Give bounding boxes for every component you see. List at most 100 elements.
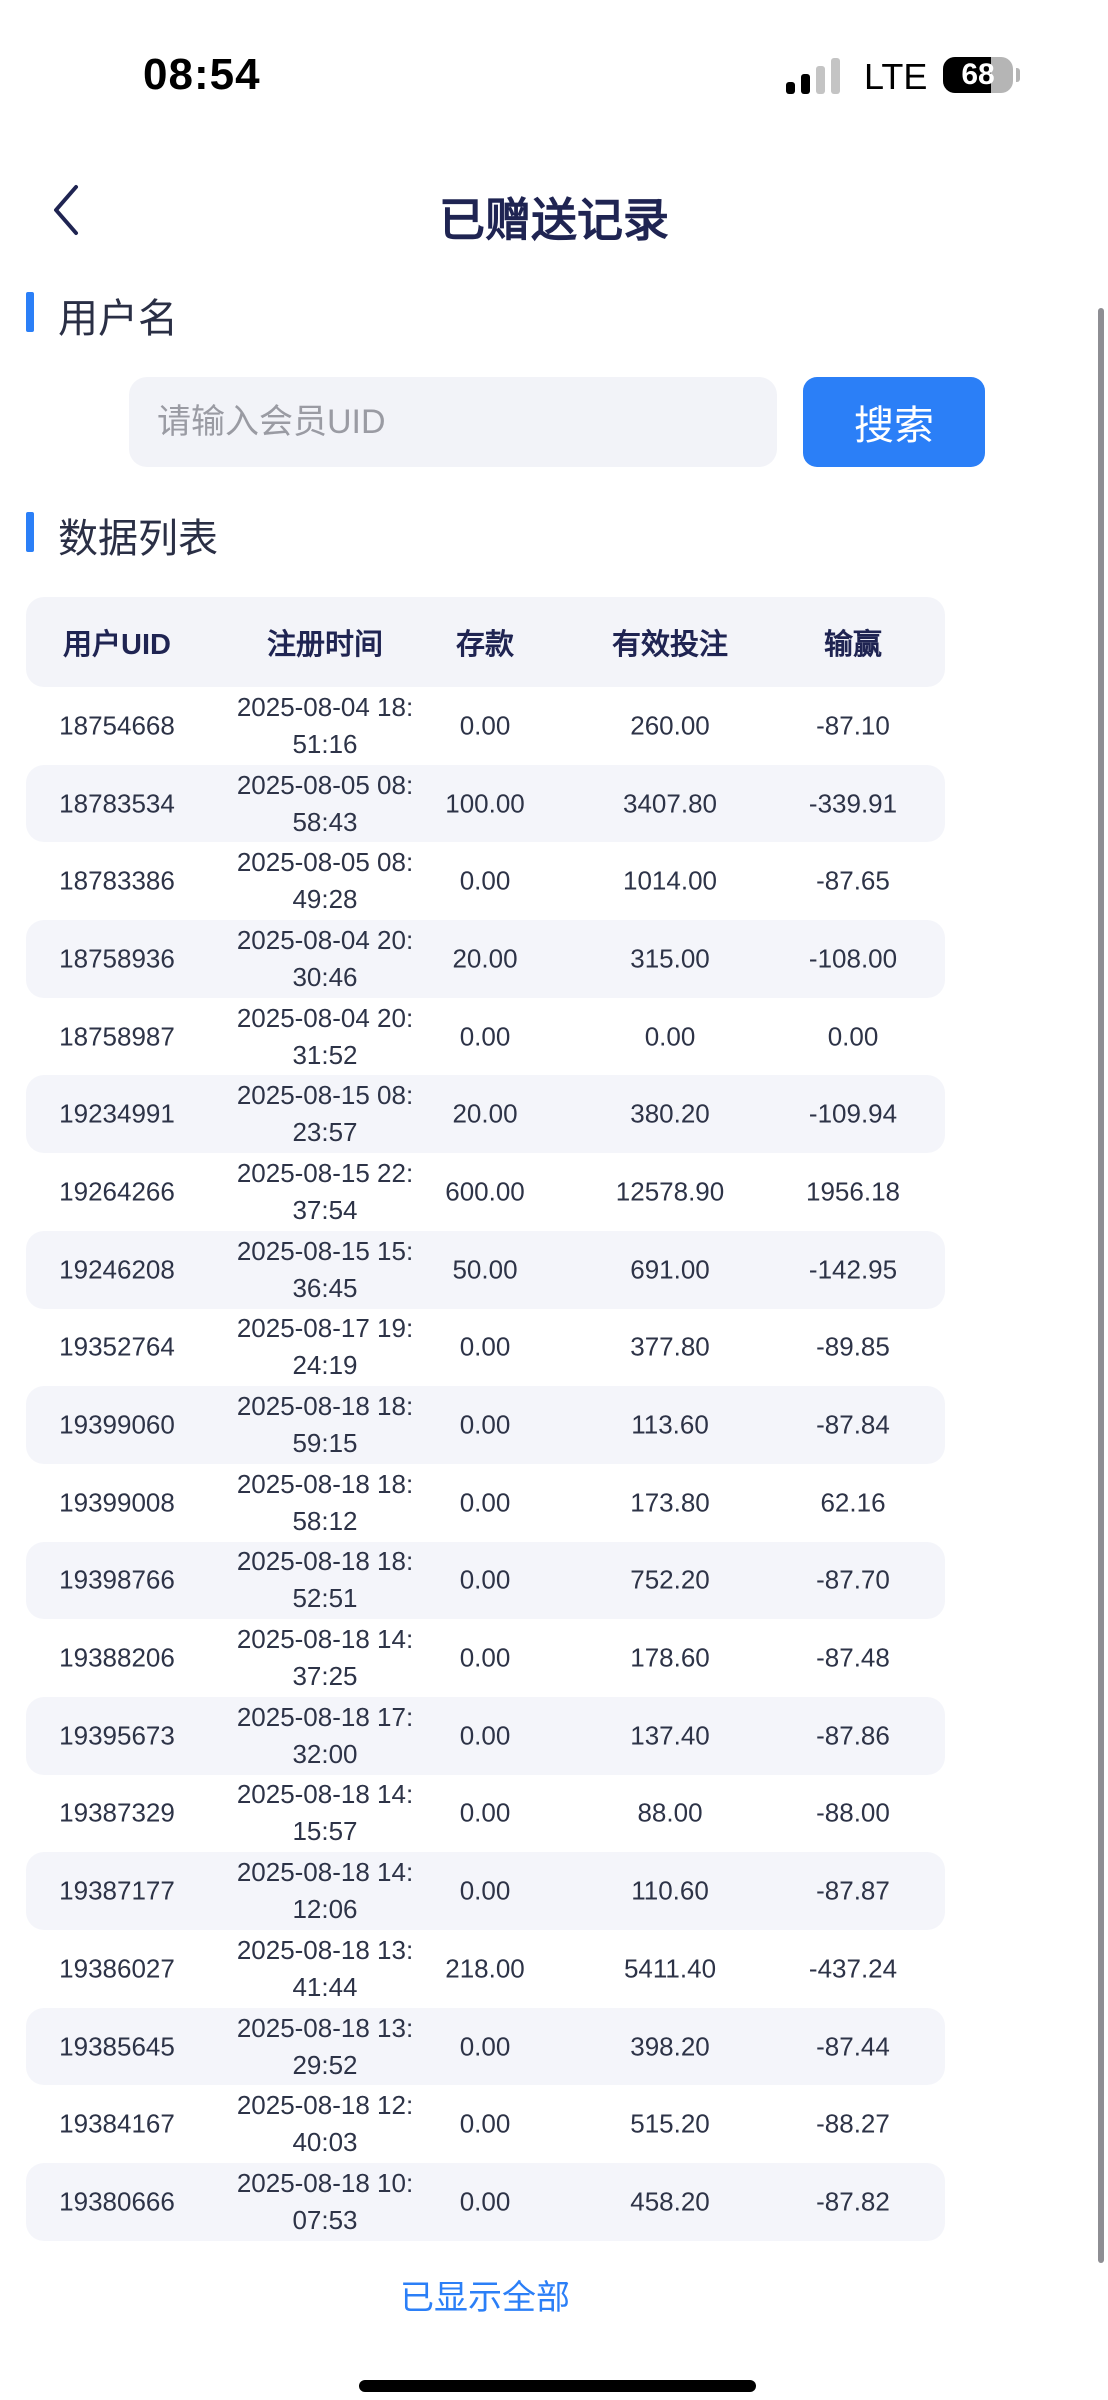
table-row: 19234991 2025-08-15 08:23:57 20.00 380.20 -1…	[26, 1075, 945, 1154]
cell-uid: 18783534	[59, 788, 175, 819]
home-indicator[interactable]	[359, 2380, 756, 2392]
signal-icon	[786, 58, 844, 94]
cell-win-loss: -89.85	[816, 1331, 890, 1362]
table-row: 19246208 2025-08-15 15:36:45 50.00 691.00 -1…	[26, 1230, 945, 1309]
cell-valid-bet: 380.20	[630, 1098, 710, 1129]
table-row: 18754668 2025-08-04 18:51:16 0.00 260.00 -87…	[26, 687, 945, 765]
cell-valid-bet: 110.60	[631, 1875, 709, 1906]
cell-win-loss: 1956.18	[806, 1176, 900, 1207]
cell-uid: 19387177	[59, 1875, 175, 1906]
battery-icon: 68	[943, 57, 1013, 93]
cell-uid: 19384167	[59, 2108, 175, 2139]
back-button[interactable]	[48, 184, 84, 236]
cell-register-time: 2025-08-18 18:59:15	[236, 1391, 414, 1459]
cell-register-time: 2025-08-18 18:58:12	[236, 1468, 414, 1536]
cell-deposit: 50.00	[452, 1254, 518, 1285]
cell-register-time: 2025-08-04 20:30:46	[236, 924, 414, 992]
section-marker	[26, 292, 34, 332]
status-time: 08:54	[143, 50, 261, 99]
table-row: 19352764 2025-08-17 19:24:19 0.00 377.80 -89…	[26, 1309, 945, 1387]
table-row: 19384167 2025-08-18 12:40:03 0.00 515.20 -88…	[26, 2085, 945, 2163]
cell-deposit: 0.00	[459, 1797, 511, 1828]
cell-win-loss: -87.86	[816, 1720, 890, 1751]
table-row: 19399008 2025-08-18 18:58:12 0.00 173.80 62.…	[26, 1464, 945, 1542]
page-title: 已赠送记录	[439, 194, 669, 246]
cell-register-time: 2025-08-18 14:15:57	[236, 1779, 414, 1847]
cell-register-time: 2025-08-15 15:36:45	[236, 1235, 414, 1303]
cell-deposit: 0.00	[459, 1021, 511, 1052]
cell-valid-bet: 178.60	[630, 1642, 710, 1673]
cell-deposit: 20.00	[452, 943, 518, 974]
cell-deposit: 600.00	[445, 1176, 525, 1207]
cell-uid: 19352764	[59, 1331, 175, 1362]
cell-uid: 19246208	[59, 1254, 175, 1285]
column-header-valid-bet: 有效投注	[611, 629, 729, 661]
cell-win-loss: 0.00	[827, 1021, 879, 1052]
cell-register-time: 2025-08-05 08:49:28	[236, 847, 414, 915]
column-header-deposit: 存款	[455, 629, 515, 661]
table-row: 19387177 2025-08-18 14:12:06 0.00 110.60 -87…	[26, 1852, 945, 1930]
table-row: 18758987 2025-08-04 20:31:52 0.00 0.00 0.00	[26, 998, 945, 1076]
cell-uid: 19388206	[59, 1642, 175, 1673]
cell-register-time: 2025-08-18 17:32:00	[236, 1701, 414, 1769]
column-header-win-loss: 输赢	[823, 629, 883, 661]
table-row: 18783386 2025-08-05 08:49:28 0.00 1014.00 -8…	[26, 842, 945, 920]
cell-valid-bet: 691.00	[630, 1254, 710, 1285]
cell-register-time: 2025-08-15 22:37:54	[236, 1157, 414, 1225]
cell-uid: 19264266	[59, 1176, 175, 1207]
cell-uid: 19395673	[59, 1720, 175, 1751]
search-button[interactable]: 搜索	[803, 377, 985, 467]
cell-uid: 18758936	[59, 943, 175, 974]
cell-valid-bet: 173.80	[630, 1487, 710, 1518]
cell-uid: 19398766	[59, 1564, 175, 1595]
cell-win-loss: -339.91	[808, 788, 898, 819]
cell-register-time: 2025-08-04 20:31:52	[236, 1002, 414, 1070]
cell-win-loss: -142.95	[808, 1254, 898, 1285]
cell-valid-bet: 752.20	[630, 1564, 710, 1595]
battery-tip	[1016, 68, 1020, 82]
cell-valid-bet: 1014.00	[623, 865, 717, 896]
cell-uid: 19399060	[59, 1409, 175, 1440]
cell-win-loss: -88.00	[816, 1797, 890, 1828]
cell-register-time: 2025-08-18 14:12:06	[236, 1857, 414, 1925]
column-header-register-time: 注册时间	[266, 629, 384, 661]
cell-win-loss: -88.27	[816, 2108, 890, 2139]
cell-valid-bet: 113.60	[631, 1409, 709, 1440]
cell-register-time: 2025-08-18 13:29:52	[236, 2012, 414, 2080]
cell-deposit: 0.00	[459, 2031, 511, 2062]
cell-win-loss: -87.10	[816, 710, 890, 741]
cell-win-loss: -87.70	[816, 1564, 890, 1595]
cell-register-time: 2025-08-18 18:52:51	[236, 1546, 414, 1614]
table-row: 19264266 2025-08-15 22:37:54 600.00 12578.9…	[26, 1153, 945, 1231]
cell-win-loss: -87.82	[816, 2186, 890, 2217]
network-type: LTE	[864, 56, 928, 97]
cell-deposit: 0.00	[459, 1720, 511, 1751]
chevron-left-icon	[54, 185, 78, 235]
cell-deposit: 0.00	[459, 1875, 511, 1906]
cell-valid-bet: 3407.80	[623, 788, 717, 819]
uid-search-input[interactable]	[129, 377, 777, 467]
table-row: 19399060 2025-08-18 18:59:15 0.00 113.60 -87…	[26, 1386, 945, 1464]
table-row: 18758936 2025-08-04 20:30:46 20.00 315.00 -1…	[26, 920, 945, 998]
cell-win-loss: -437.24	[808, 1953, 898, 1984]
cell-valid-bet: 137.40	[630, 1720, 710, 1751]
table-row: 19387329 2025-08-18 14:15:57 0.00 88.00 -88.…	[26, 1775, 945, 1853]
table-row: 19398766 2025-08-18 18:52:51 0.00 752.20 -87…	[26, 1541, 945, 1620]
cell-valid-bet: 515.20	[630, 2108, 710, 2139]
cell-deposit: 20.00	[452, 1098, 518, 1129]
username-section-title: 用户名	[58, 297, 178, 341]
cell-win-loss: -108.00	[808, 943, 898, 974]
scrollbar[interactable]	[1098, 308, 1104, 2263]
cell-uid: 18783386	[59, 865, 175, 896]
cell-register-time: 2025-08-05 08:58:43	[236, 769, 414, 837]
cell-deposit: 100.00	[445, 788, 525, 819]
cell-uid: 18754668	[59, 710, 175, 741]
cell-win-loss: -87.44	[816, 2031, 890, 2062]
table-row: 19385645 2025-08-18 13:29:52 0.00 398.20 -87…	[26, 2007, 945, 2086]
cell-win-loss: -109.94	[808, 1098, 898, 1129]
cell-valid-bet: 5411.40	[623, 1953, 717, 1984]
data-list-section-title: 数据列表	[58, 517, 218, 561]
table-row: 19388206 2025-08-18 14:37:25 0.00 178.60 -87…	[26, 1619, 945, 1697]
column-header-uid: 用户UID	[63, 629, 171, 661]
table-row: 19386027 2025-08-18 13:41:44 218.00 5411.40…	[26, 1930, 945, 2008]
